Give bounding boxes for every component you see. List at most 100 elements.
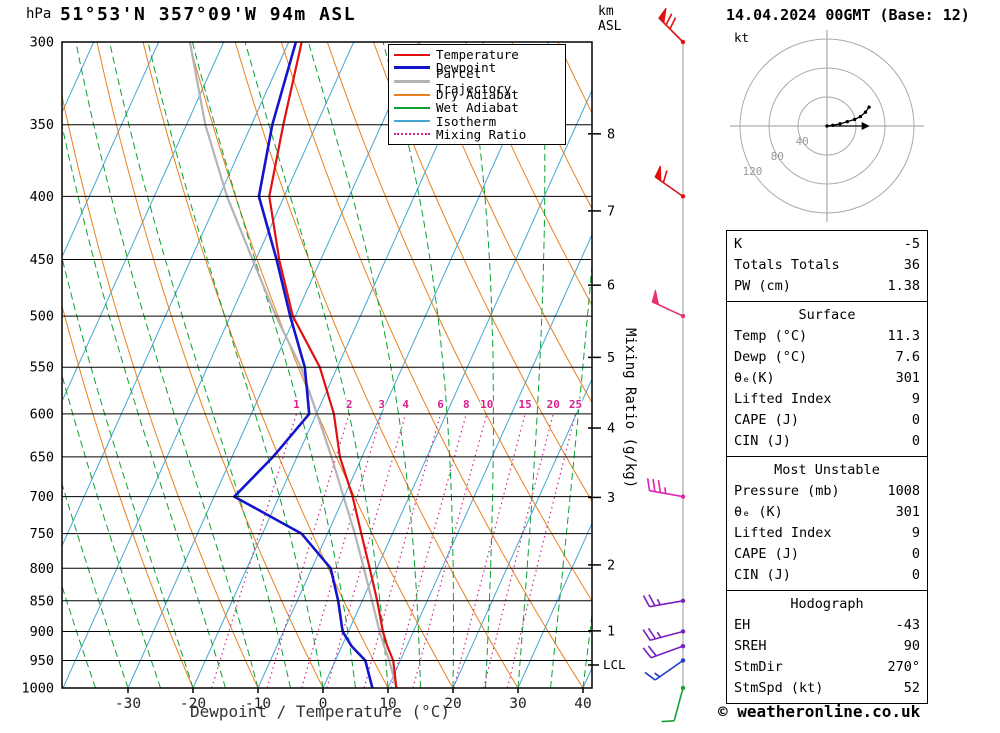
stat-value: 36 <box>903 257 920 273</box>
plot-background-lines <box>62 42 592 688</box>
most-unstable-section: Most Unstable Pressure (mb) 1008 θₑ (K) 301 L… <box>727 457 927 591</box>
legend: Temperature Dewpoint Parcel Trajectory Dry … <box>388 44 566 146</box>
stat-label: CIN (J) <box>734 567 791 583</box>
temperature-tick-label: 10 <box>379 696 396 712</box>
indices-row: Totals Totals 36 <box>734 255 920 276</box>
wind-barb <box>654 165 686 199</box>
stat-label: θₑ(K) <box>734 370 775 386</box>
pressure-tick-label: 300 <box>30 35 54 51</box>
mixing-ratio-value-label: 3 <box>378 398 385 411</box>
stat-value: 270° <box>887 659 920 675</box>
dewpoint-curve <box>233 42 374 688</box>
stat-label: K <box>734 236 743 252</box>
stat-value: 9 <box>911 525 920 541</box>
legend-label: Temperature <box>436 47 519 63</box>
temperature-tick-label: 20 <box>444 696 461 712</box>
stat-label: PW (cm) <box>734 278 791 294</box>
temperature-tick-label: -10 <box>245 696 271 712</box>
pressure-tick-label: 550 <box>30 360 54 376</box>
km-tick-label: 8 <box>607 126 615 142</box>
hodograph-ring-label: 80 <box>771 150 784 163</box>
hodograph: 40 80 120 kt <box>730 30 924 222</box>
parcel-trajectory-line-swatch <box>394 79 430 83</box>
hodograph-unit-label: kt <box>734 30 749 45</box>
most-unstable-row: Pressure (mb) 1008 <box>734 481 920 502</box>
stat-label: EH <box>734 617 751 633</box>
altitude-unit-km: km <box>598 4 614 19</box>
station-title: 51°53'N 357°09'W 94m ASL <box>60 4 357 25</box>
stat-value: 0 <box>911 433 920 449</box>
pressure-tick-label: 950 <box>30 653 54 669</box>
mixing-ratio-value-label: 1 <box>293 398 300 411</box>
copyright: © weatheronline.co.uk <box>718 702 921 721</box>
indices-section: K -5 Totals Totals 36 PW (cm) 1.38 <box>727 231 927 302</box>
legend-label: Mixing Ratio <box>436 126 527 142</box>
surface-row: Temp (°C) 11.3 <box>734 326 920 347</box>
stat-value: 7.6 <box>895 349 920 365</box>
temperature-tick-label: 0 <box>319 696 328 712</box>
surface-header: Surface <box>798 307 856 323</box>
stat-label: Pressure (mb) <box>734 483 840 499</box>
surface-row: θₑ(K) 301 <box>734 368 920 389</box>
wind-barb <box>651 289 686 319</box>
stat-label: Lifted Index <box>734 525 832 541</box>
legend-item-temperature: Temperature <box>394 47 560 63</box>
stat-value: 0 <box>911 412 920 428</box>
stat-label: SREH <box>734 638 767 654</box>
wind-barb <box>644 658 686 681</box>
pressure-tick-label: 800 <box>30 561 54 577</box>
hodograph-row: EH -43 <box>734 615 920 636</box>
wind-barb <box>646 478 686 499</box>
indices-row: K -5 <box>734 234 920 255</box>
legend-item-wet-adiabat: Wet Adiabat <box>394 100 560 116</box>
stat-label: Totals Totals <box>734 257 840 273</box>
mixing-ratio-value-label: 4 <box>402 398 409 411</box>
altitude-unit-asl: ASL <box>598 19 622 34</box>
km-tick-label: 5 <box>607 350 615 366</box>
stat-value: 301 <box>895 370 920 386</box>
most-unstable-row: CAPE (J) 0 <box>734 544 920 565</box>
dewpoint-line-swatch <box>394 66 430 70</box>
surface-row: Lifted Index 9 <box>734 389 920 410</box>
hodograph-header: Hodograph <box>790 596 864 612</box>
stat-value: -5 <box>903 236 920 252</box>
stat-value: 0 <box>911 567 920 583</box>
stat-label: StmDir <box>734 659 783 675</box>
mixing-ratio-value-label: 8 <box>463 398 470 411</box>
surface-row: Dewp (°C) 7.6 <box>734 347 920 368</box>
hodograph-ring <box>739 38 915 214</box>
datetime-title: 14.04.2024 00GMT (Base: 12) <box>726 6 970 24</box>
stat-label: Dewp (°C) <box>734 349 808 365</box>
temperature-tick-label: 40 <box>574 696 591 712</box>
legend-label: Wet Adiabat <box>436 100 519 116</box>
temperature-line-swatch <box>394 53 430 56</box>
temperature-tick-label: -30 <box>115 696 141 712</box>
isotherm-line-swatch <box>394 120 430 123</box>
most-unstable-header: Most Unstable <box>774 462 880 478</box>
wind-barb <box>642 594 686 608</box>
surface-row: CAPE (J) 0 <box>734 410 920 431</box>
surface-section: Surface Temp (°C) 11.3 Dewp (°C) 7.6 θₑ(K) 301… <box>727 302 927 457</box>
legend-label: Dry Adiabat <box>436 87 519 103</box>
altitude-axis-unit: km ASL <box>598 4 621 34</box>
wind-barb <box>658 7 686 45</box>
sounding-indices-tables: K -5 Totals Totals 36 PW (cm) 1.38 Surface Temp… <box>726 230 928 704</box>
surface-row: CIN (J) 0 <box>734 431 920 452</box>
mixing-ratio-value-label: 10 <box>480 398 493 411</box>
legend-label: Parcel Trajectory <box>436 66 512 97</box>
stat-value: 1.38 <box>887 278 920 294</box>
wet-adiabat-line-swatch <box>394 106 430 109</box>
km-tick-label: 6 <box>607 278 615 294</box>
temperature-tick-label: -20 <box>180 696 206 712</box>
stat-label: θₑ (K) <box>734 504 783 520</box>
mixing-ratio-line-swatch <box>394 133 430 136</box>
temperature-curve <box>268 42 398 688</box>
stat-label: Temp (°C) <box>734 328 808 344</box>
pressure-tick-label: 900 <box>30 624 54 640</box>
stat-value: 1008 <box>887 483 920 499</box>
most-unstable-row: CIN (J) 0 <box>734 565 920 586</box>
stat-value: 11.3 <box>887 328 920 344</box>
stat-value: -43 <box>895 617 920 633</box>
lcl-label: LCL <box>603 657 626 672</box>
